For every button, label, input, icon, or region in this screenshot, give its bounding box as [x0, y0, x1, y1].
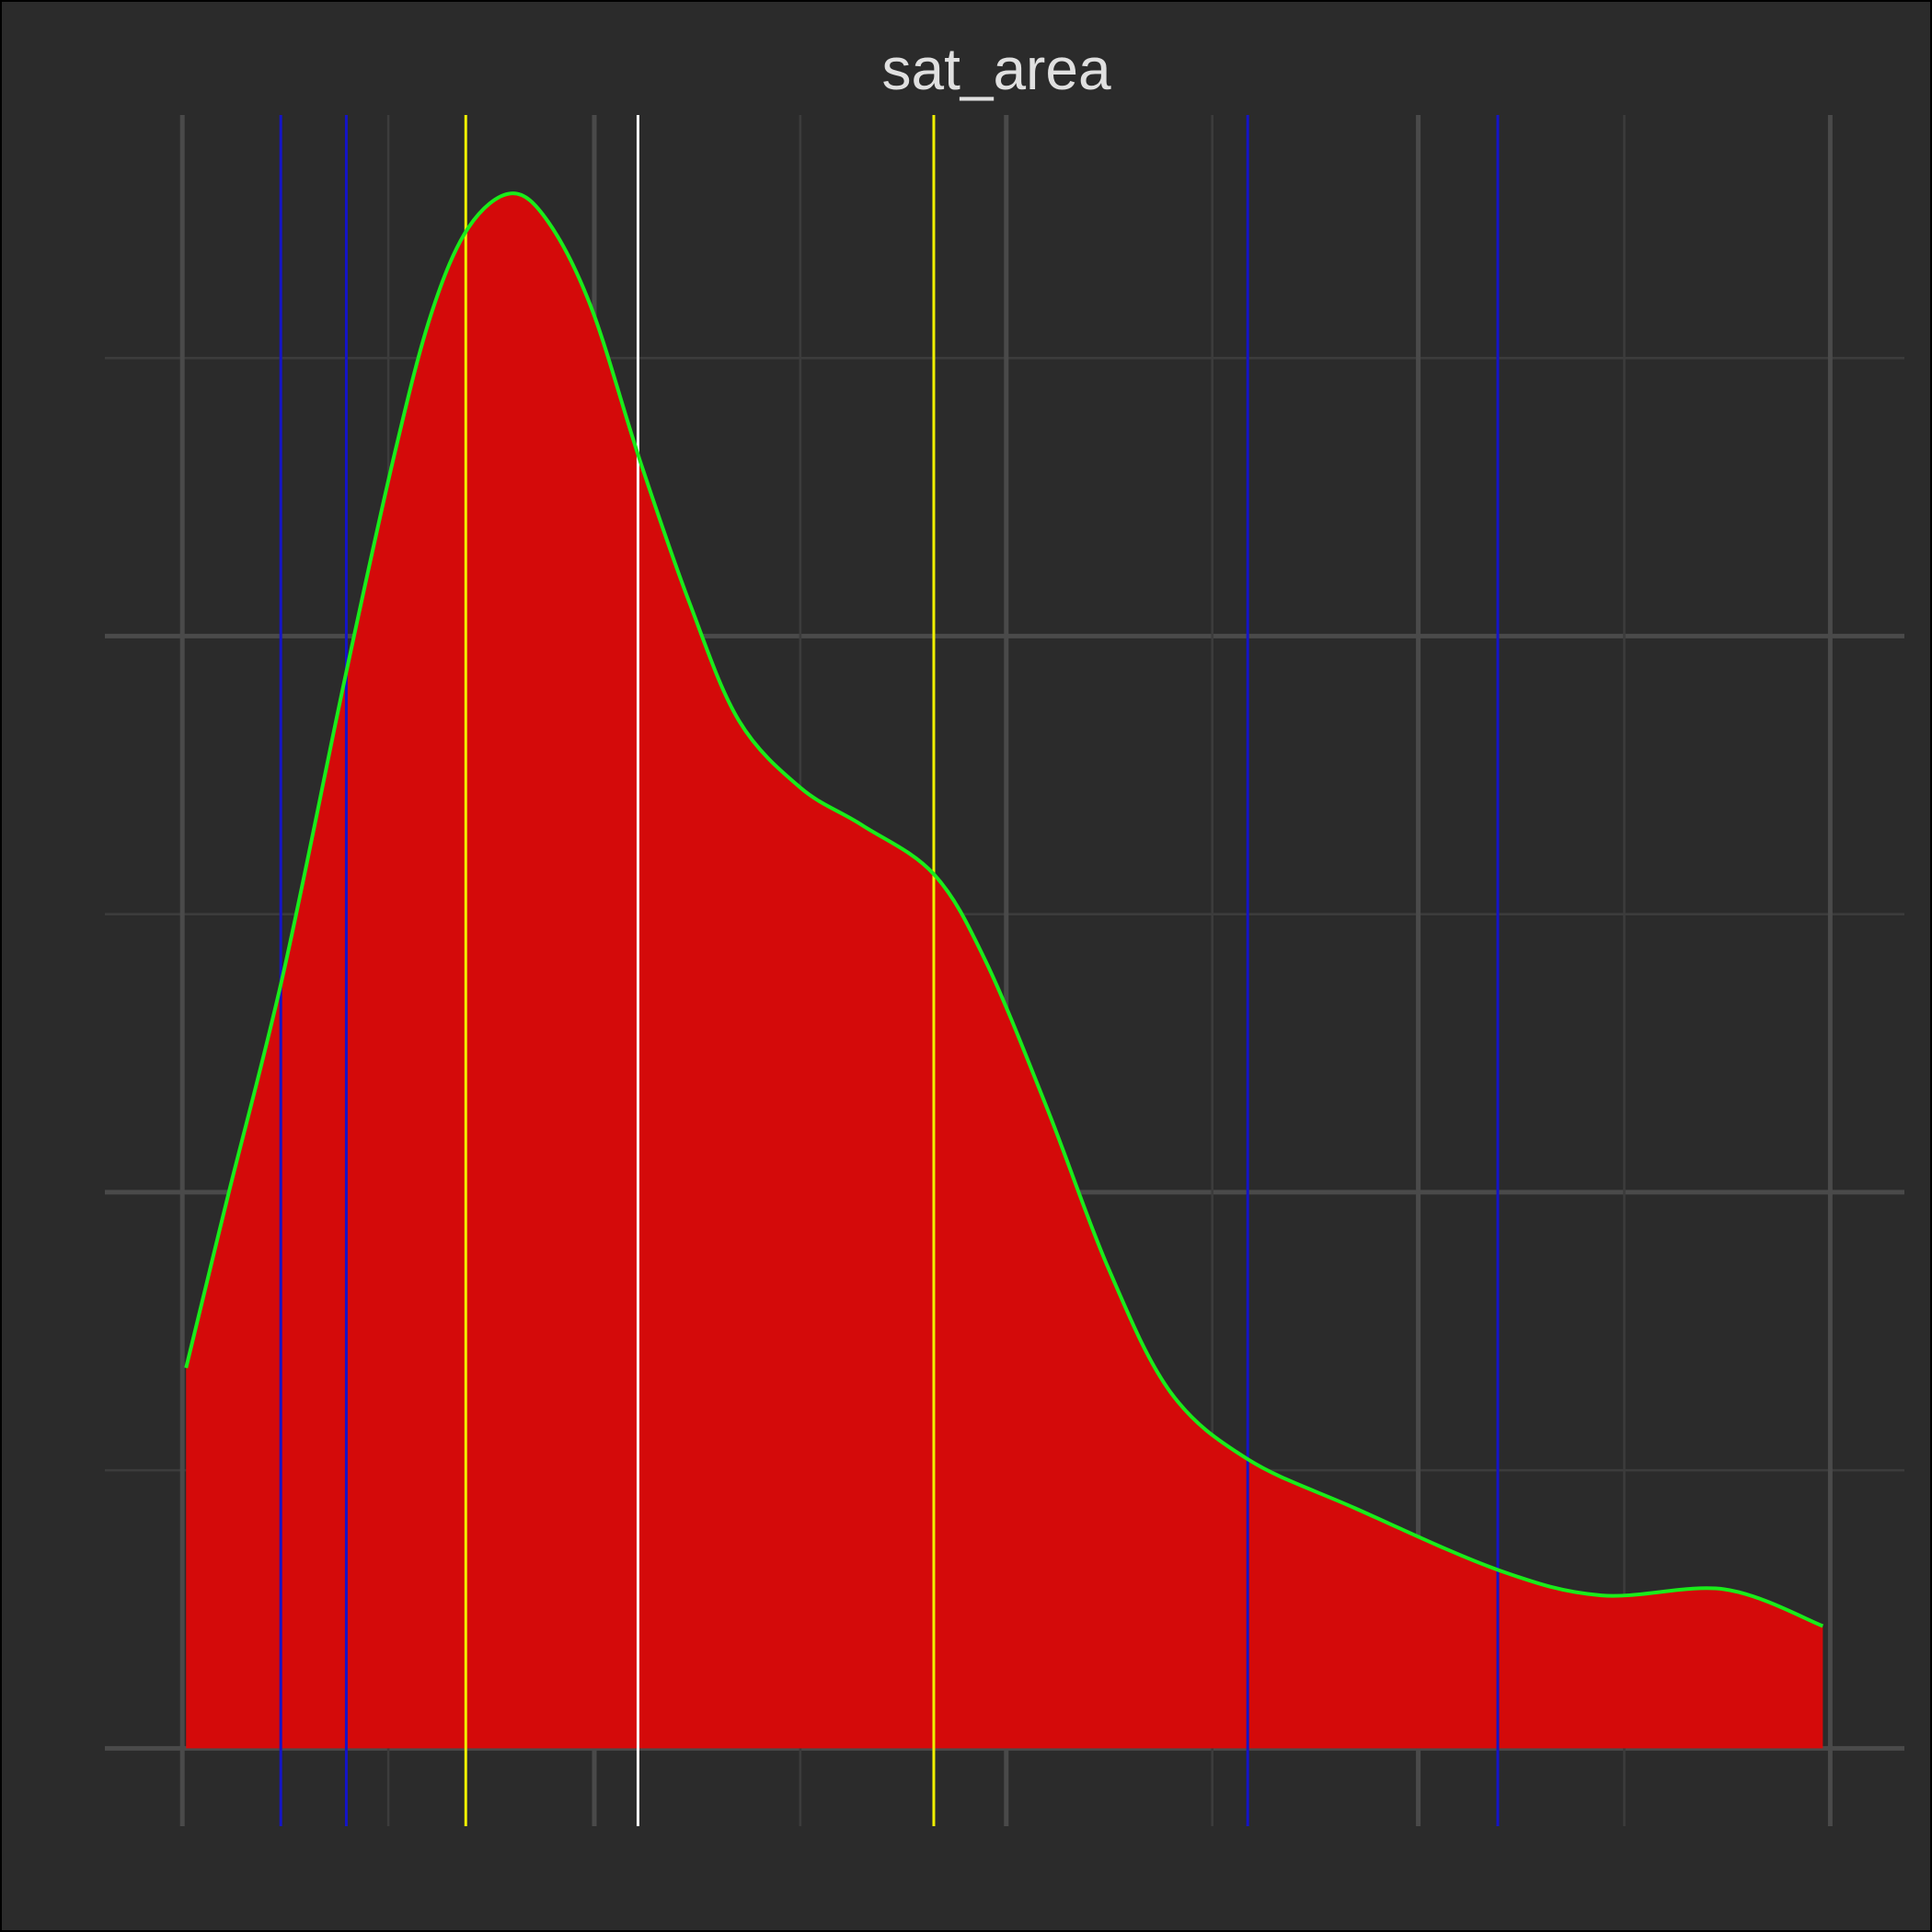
chart-title: sat_area	[881, 36, 1110, 102]
density-line	[184, 191, 1824, 1628]
density-area	[186, 193, 1823, 1749]
